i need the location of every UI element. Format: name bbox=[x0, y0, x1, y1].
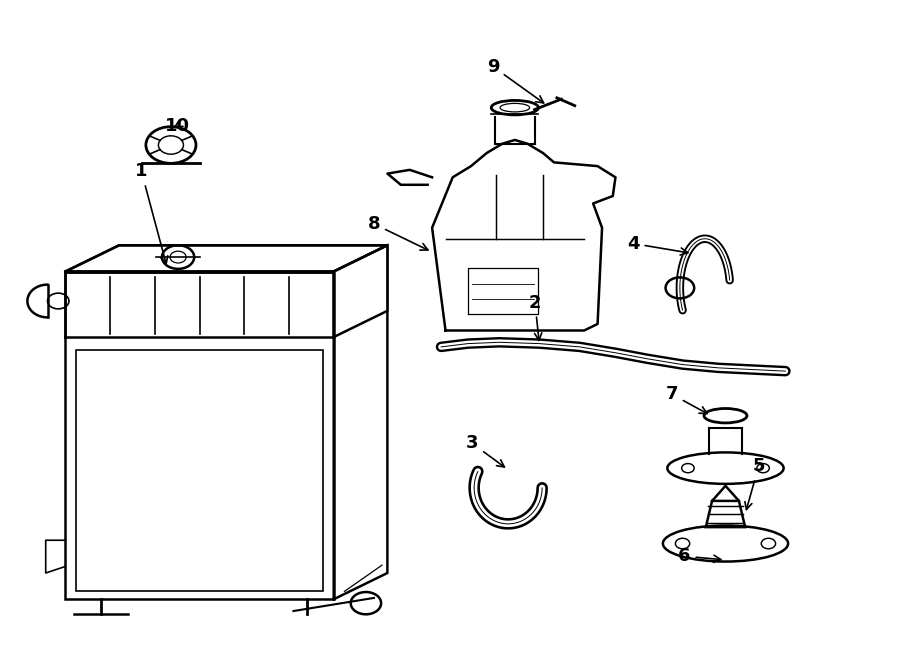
Polygon shape bbox=[334, 245, 387, 337]
Text: 6: 6 bbox=[678, 547, 721, 565]
Text: 7: 7 bbox=[666, 385, 707, 414]
Text: 10: 10 bbox=[165, 116, 190, 135]
Text: 4: 4 bbox=[627, 235, 688, 255]
Text: 1: 1 bbox=[135, 163, 167, 264]
Text: 9: 9 bbox=[487, 58, 544, 103]
Text: 3: 3 bbox=[466, 434, 504, 467]
Text: 8: 8 bbox=[368, 215, 428, 250]
Polygon shape bbox=[66, 245, 387, 272]
Text: 5: 5 bbox=[745, 457, 765, 510]
Text: 2: 2 bbox=[528, 293, 542, 340]
